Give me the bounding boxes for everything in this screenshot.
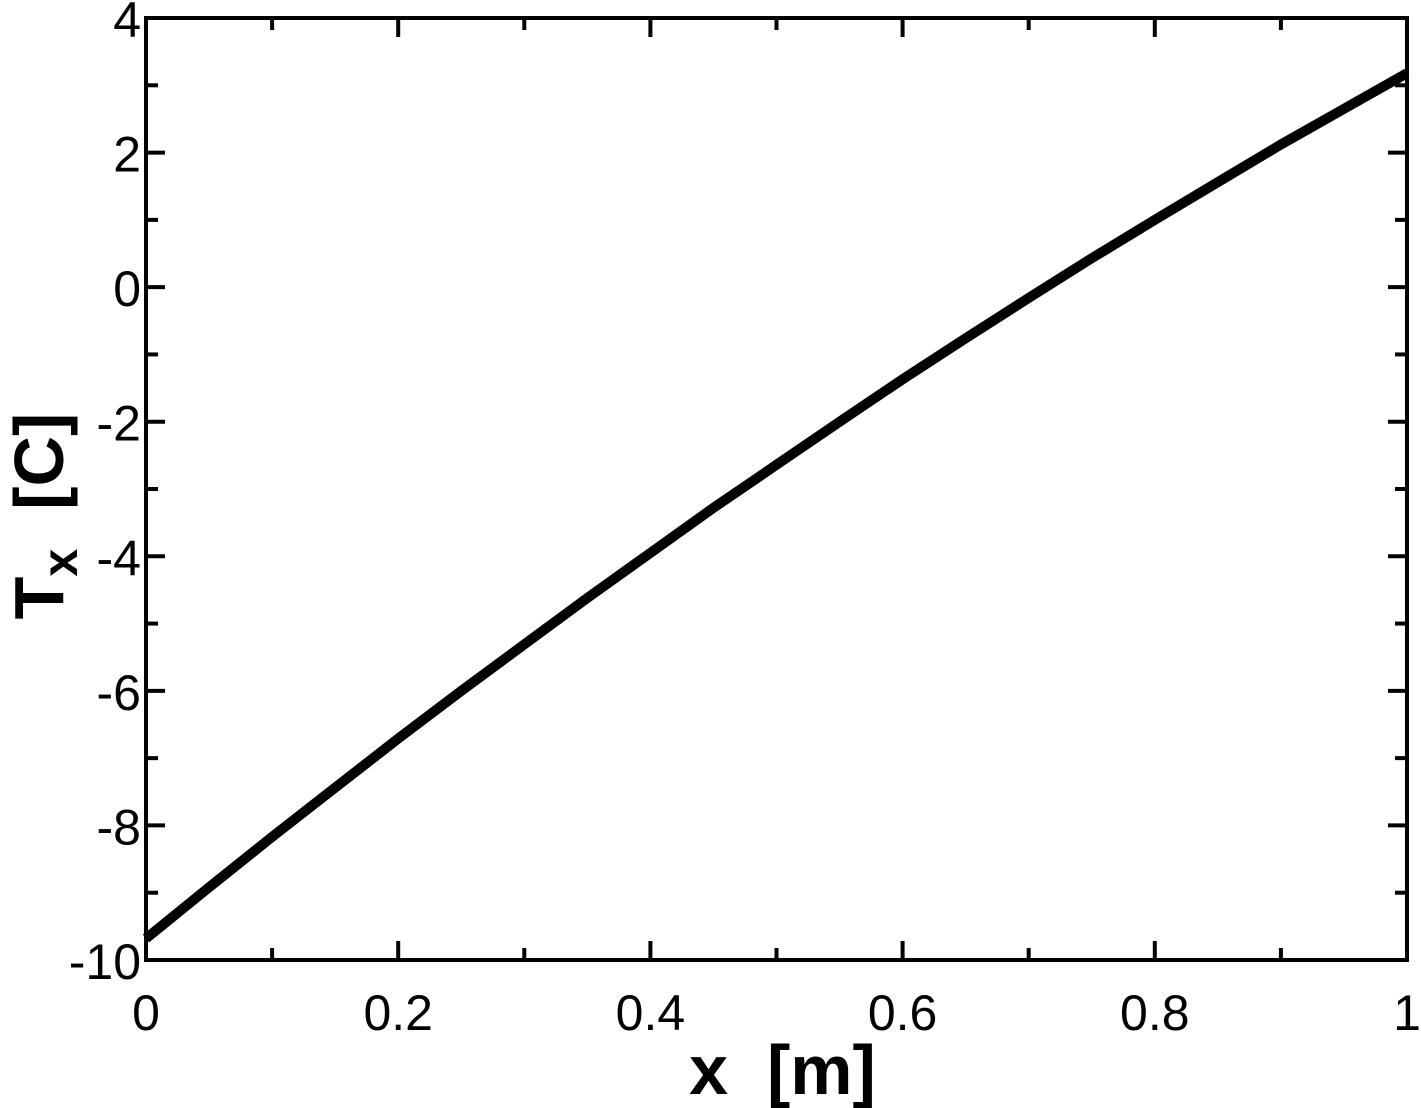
plot-frame xyxy=(144,16,1409,962)
y-tick-label: 4 xyxy=(113,0,141,48)
y-tick-label: -2 xyxy=(97,396,141,452)
x-tick-label: 0.6 xyxy=(868,985,938,1041)
y-axis-label: Tx [C] xyxy=(0,413,88,620)
plot-border xyxy=(144,16,1409,962)
y-tick-label: -4 xyxy=(97,530,141,586)
x-tick-label: 0 xyxy=(132,985,160,1041)
axis-ticks xyxy=(144,16,1409,962)
y-tick-label: -10 xyxy=(69,934,141,990)
x-axis-label: x [m] xyxy=(689,1031,876,1108)
y-tick-label: -8 xyxy=(97,799,141,855)
x-tick-label: 0.2 xyxy=(363,985,433,1041)
y-tick-label: 2 xyxy=(113,127,141,183)
tick-labels: 0 0.2 0.4 0.6 0.8 1 -10 -8 -6 -4 -2 0 2 4 xyxy=(69,0,1421,1041)
y-tick-label: 0 xyxy=(113,261,141,317)
temperature-curve xyxy=(142,68,1410,943)
x-tick-label: 1 xyxy=(1393,985,1421,1041)
data-series xyxy=(142,68,1410,943)
x-tick-label: 0.4 xyxy=(616,985,686,1041)
axis-labels: x [m] Tx [C] xyxy=(0,413,876,1108)
y-tick-label: -6 xyxy=(97,665,141,721)
x-tick-label: 0.8 xyxy=(1120,985,1190,1041)
